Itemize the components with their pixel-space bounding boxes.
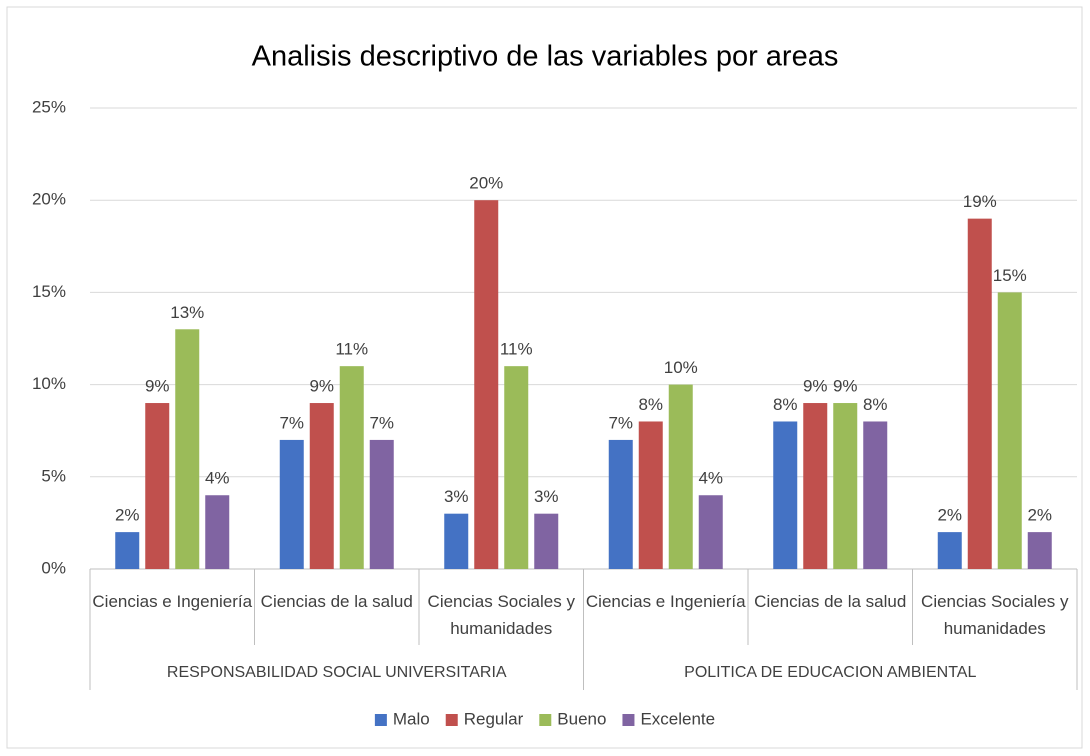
bar: [1027, 532, 1052, 569]
bar: [205, 495, 230, 569]
data-label: 7%: [369, 413, 394, 432]
x-tick-label: Ciencias de la salud: [754, 592, 907, 611]
bar: [279, 439, 304, 569]
bar: [444, 513, 469, 569]
x-tick-label: Ciencias e Ingeniería: [92, 592, 253, 611]
x-tick-label: Ciencias Sociales y humanidades: [427, 592, 575, 638]
data-label: 15%: [993, 266, 1027, 285]
data-label: 9%: [803, 377, 828, 396]
bar: [309, 403, 334, 569]
data-label: 8%: [638, 395, 663, 414]
data-label: 7%: [279, 413, 304, 432]
bar: [863, 421, 888, 569]
x-tick-label: Ciencias Sociales y humanidades: [921, 592, 1069, 638]
data-label: 2%: [1027, 506, 1052, 525]
bar: [608, 439, 633, 569]
bar: [773, 421, 798, 569]
bar: [698, 495, 723, 569]
data-label: 9%: [309, 377, 334, 396]
data-label: 4%: [205, 469, 230, 488]
y-tick-label: 25%: [32, 97, 66, 116]
bar: [967, 218, 992, 569]
data-label: 7%: [608, 413, 633, 432]
bar: [175, 329, 200, 569]
data-label: 2%: [115, 506, 140, 525]
data-label: 10%: [664, 358, 698, 377]
data-label: 8%: [773, 395, 798, 414]
data-label: 3%: [444, 487, 469, 506]
bar: [937, 532, 962, 569]
y-tick-label: 5%: [41, 466, 66, 485]
bar: [668, 384, 693, 569]
legend-swatch: [622, 714, 635, 726]
legend-label: Excelente: [640, 709, 715, 728]
y-tick-label: 20%: [32, 190, 66, 209]
data-label: 11%: [335, 340, 368, 359]
bar: [115, 532, 140, 569]
group-label: POLITICA DE EDUCACION AMBIENTAL: [684, 664, 976, 681]
data-label: 11%: [500, 340, 533, 359]
chart-title: Analisis descriptivo de las variables po…: [252, 41, 839, 73]
bar: [145, 403, 170, 569]
data-label: 19%: [963, 192, 997, 211]
bar: [504, 366, 529, 569]
data-label: 4%: [698, 469, 723, 488]
bar: [803, 403, 828, 569]
bar: [369, 439, 394, 569]
bar: [474, 200, 499, 569]
y-tick-label: 10%: [32, 374, 66, 393]
legend-label: Regular: [464, 709, 524, 728]
x-tick-label: Ciencias de la salud: [260, 592, 413, 611]
bar: [638, 421, 663, 569]
y-tick-label: 0%: [41, 558, 66, 577]
y-tick-label: 15%: [32, 282, 66, 301]
legend-label: Malo: [393, 709, 430, 728]
legend-swatch: [539, 714, 552, 726]
bar: [534, 513, 559, 569]
data-label: 9%: [145, 377, 170, 396]
legend-swatch: [374, 714, 387, 726]
legend-swatch: [445, 714, 458, 726]
bar: [833, 403, 858, 569]
bar: [997, 292, 1022, 569]
data-label: 20%: [469, 174, 503, 193]
data-label: 8%: [863, 395, 888, 414]
group-label: RESPONSABILIDAD SOCIAL UNIVERSITARIA: [167, 664, 507, 681]
data-label: 3%: [534, 487, 559, 506]
bar: [339, 366, 364, 569]
data-label: 9%: [833, 377, 858, 396]
data-label: 2%: [937, 506, 962, 525]
legend-label: Bueno: [557, 709, 606, 728]
x-tick-label: Ciencias e Ingeniería: [585, 592, 746, 611]
data-label: 13%: [170, 303, 204, 322]
